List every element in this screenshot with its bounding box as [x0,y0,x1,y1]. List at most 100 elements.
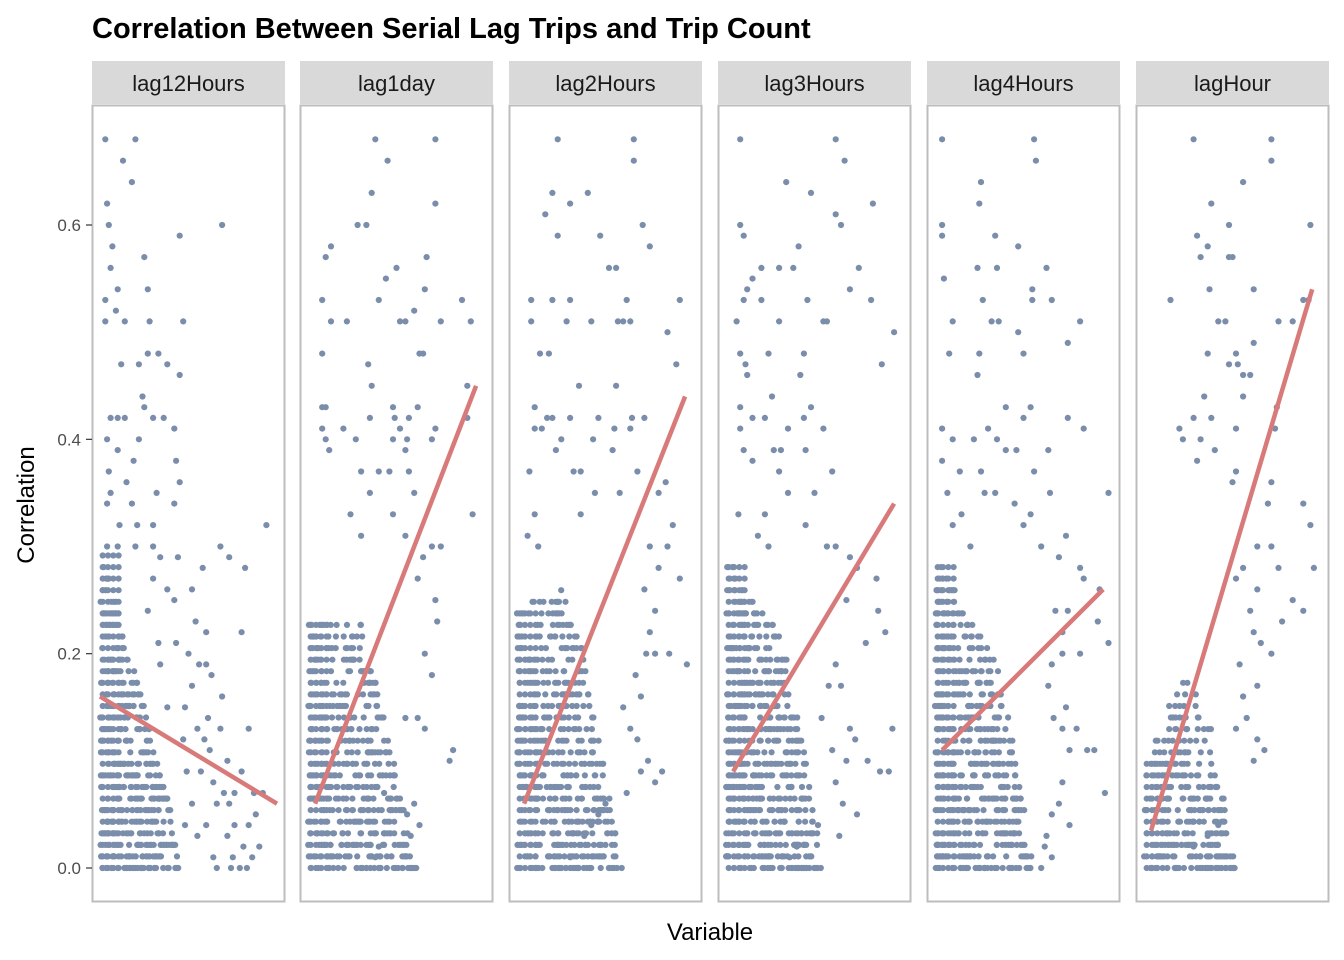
data-point [99,818,106,825]
data-point [725,818,732,825]
data-point [567,749,574,756]
data-point [516,864,523,872]
data-point [781,714,788,721]
data-point [231,822,238,829]
data-point [1174,807,1181,814]
data-point [535,543,542,550]
data-point [99,772,106,779]
data-point [950,633,957,640]
data-point [736,749,743,756]
data-point [163,841,170,849]
data-point [307,841,314,849]
data-point [354,737,361,744]
data-point [343,621,351,629]
data-point [1178,841,1185,849]
data-point [939,714,947,721]
data-point [1234,361,1241,368]
data-point [1027,511,1034,518]
data-point [532,737,539,744]
data-point [548,783,555,791]
data-point [521,679,529,686]
data-point [1194,232,1201,239]
data-point [373,726,380,733]
data-point [740,296,747,304]
data-point [421,650,428,657]
data-point [1059,725,1066,732]
data-point [129,807,136,814]
data-point [1032,157,1039,164]
data-point [328,714,336,721]
data-point [329,830,337,837]
data-point [99,598,106,605]
data-point [767,726,774,733]
data-point [119,157,127,164]
facet-strip-label: lagHour [1194,71,1271,96]
data-point [939,633,947,640]
data-point [1143,830,1150,837]
data-point [368,726,375,733]
data-point [567,200,574,207]
data-point [155,639,162,647]
data-point [1154,841,1161,849]
y-axis: 0.00.20.40.6 [57,216,92,878]
data-point [580,702,587,710]
data-point [977,468,985,475]
data-point [782,795,789,802]
data-point [359,691,367,698]
data-point [778,853,785,860]
data-point [115,645,122,652]
data-point [1307,221,1314,229]
data-point [949,318,956,325]
data-point [357,621,364,629]
data-point [532,726,539,733]
data-point [1091,747,1098,754]
data-point [532,656,539,663]
data-point [332,645,339,652]
data-point [775,807,782,814]
data-point [115,656,122,663]
data-point [516,691,523,698]
data-point [763,645,770,652]
data-point [725,679,732,686]
data-point [627,725,634,732]
data-point [104,436,111,443]
data-point [846,286,854,293]
data-point [551,795,558,802]
data-point [197,768,204,775]
data-point [1254,736,1261,743]
data-point [307,691,314,698]
data-point [964,621,972,629]
data-point [549,864,556,872]
data-point [143,783,150,791]
data-point [157,554,164,561]
data-point [762,726,769,733]
data-point [110,772,117,779]
data-point [736,679,743,686]
data-point [1052,607,1059,614]
data-point [1173,841,1180,849]
data-point [307,864,314,872]
data-point [318,772,325,779]
data-point [133,772,140,779]
data-point [565,818,572,825]
data-point [104,679,112,686]
data-point [1143,783,1150,791]
data-point [950,575,957,582]
data-point [1000,772,1007,779]
data-point [99,783,106,791]
data-point [150,760,157,767]
data-point [521,668,529,675]
data-point [725,737,732,744]
data-point [155,350,162,357]
data-point [1254,586,1261,593]
data-point [1172,726,1179,733]
data-point [972,864,979,872]
data-point [939,610,947,617]
data-point [135,361,142,368]
data-point [940,275,948,282]
data-point [1240,693,1247,700]
data-point [328,853,335,860]
data-point [934,691,941,698]
data-point [141,254,148,261]
data-point [532,610,539,617]
